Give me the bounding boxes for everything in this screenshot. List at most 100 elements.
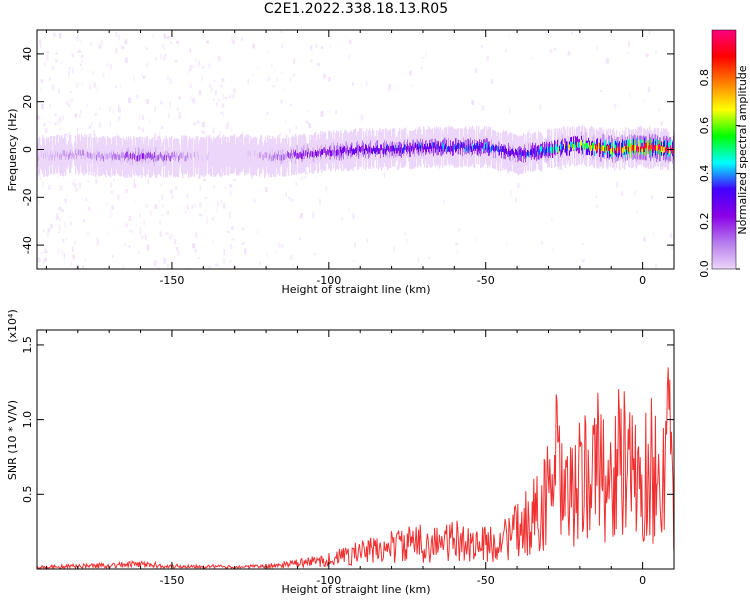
spectrogram-band-cell: [428, 132, 430, 157]
spectrogram-noise-cell: [654, 50, 658, 55]
spectrogram-band-cell: [457, 143, 459, 149]
spectrogram-band-cell: [467, 146, 469, 153]
spectrogram-noise-cell: [174, 239, 177, 245]
spectrogram-band-cell: [370, 147, 372, 153]
spectrogram-band-cell: [129, 153, 131, 160]
spectrogram-band-cell: [542, 149, 544, 155]
spectrogram-noise-cell: [50, 224, 53, 229]
spectrogram-band-cell: [625, 143, 627, 150]
spectrogram-noise-cell: [276, 78, 279, 82]
spectrogram-band-cell: [639, 146, 641, 152]
spectrogram-band-cell: [411, 145, 413, 152]
spectrogram-band-cell: [357, 144, 359, 151]
spectrogram-noise-cell: [118, 116, 121, 121]
spectrogram-band-cell: [358, 149, 360, 155]
spectrogram-noise-cell: [191, 65, 195, 68]
spectrogram-band-cell: [432, 142, 434, 148]
spectrogram-band-cell: [64, 150, 66, 157]
spectrogram-band-cell: [512, 148, 514, 155]
spectrogram-noise-cell: [267, 76, 271, 81]
spectrogram-noise-cell: [635, 210, 638, 214]
snr-y-axis-label: SNR (10 * V/V): [6, 400, 19, 480]
spectrogram-noise-cell: [54, 113, 57, 116]
spectrogram-band-cell: [308, 148, 310, 154]
spectrogram-noise-cell: [61, 250, 63, 255]
spectrogram-band-cell: [543, 147, 545, 153]
spectrogram-band-cell: [113, 151, 115, 158]
spectrogram-noise-cell: [109, 106, 111, 112]
spectrogram-noise-cell: [229, 191, 232, 196]
spectrogram-noise-cell: [328, 110, 331, 113]
spectrogram-band-cell: [154, 152, 156, 158]
spectrogram-noise-cell: [58, 127, 62, 131]
spectrogram-band-cell: [178, 156, 180, 162]
spectrogram-band-cell: [368, 146, 370, 152]
spectrogram-noise-cell: [219, 131, 222, 136]
spectrogram-noise-cell: [160, 183, 162, 187]
spectrogram-band-cell: [122, 152, 124, 159]
spectrogram-noise-cell: [71, 53, 74, 58]
spectrogram-noise-cell: [39, 176, 43, 180]
spectrogram-band-cell: [451, 145, 453, 152]
spectrogram-band-cell: [116, 154, 118, 161]
spectrogram-band-cell: [295, 149, 297, 164]
spectrogram-band-cell: [260, 152, 262, 159]
spectrogram-noise-cell: [306, 109, 309, 113]
spectrogram-band-cell: [331, 142, 333, 158]
snr-y-multiplier: (x10⁴): [6, 309, 19, 343]
spectrogram-y-tick-label: 0: [21, 146, 34, 153]
spectrogram-band-cell: [209, 152, 211, 158]
spectrogram-band-cell: [186, 147, 188, 163]
spectrogram-y-tick-label: 20: [21, 95, 34, 109]
spectrogram-y-tick-label: -40: [21, 236, 34, 254]
spectrogram-band-cell: [615, 144, 617, 151]
spectrogram-band-cell: [121, 152, 123, 158]
spectrogram-noise-cell: [159, 220, 161, 225]
spectrogram-band-cell: [538, 149, 540, 156]
spectrogram-noise-cell: [383, 172, 385, 178]
spectrogram-band-cell: [651, 143, 653, 149]
spectrogram-noise-cell: [295, 181, 298, 186]
spectrogram-noise-cell: [218, 99, 221, 102]
spectrogram-noise-cell: [139, 230, 142, 235]
spectrogram-noise-cell: [216, 207, 218, 213]
colorbar-tick-label: 0.8: [698, 69, 711, 87]
spectrogram-band-cell: [352, 149, 354, 155]
spectrogram-band-cell: [519, 149, 521, 156]
spectrogram-band-cell: [322, 149, 324, 155]
spectrogram-noise-cell: [201, 130, 205, 134]
spectrogram-band-cell: [205, 154, 207, 160]
spectrogram-noise-cell: [265, 117, 267, 122]
spectrogram-band-cell: [266, 151, 268, 166]
spectrogram-noise-cell: [51, 85, 55, 91]
spectrogram-band-cell: [85, 153, 87, 160]
spectrogram-band-cell: [544, 142, 546, 157]
spectrogram-band-cell: [76, 153, 78, 160]
spectrogram-band-cell: [272, 155, 274, 161]
spectrogram-band-cell: [281, 155, 283, 161]
spectrogram-noise-cell: [306, 171, 308, 175]
spectrogram-band-cell: [272, 147, 274, 162]
spectrogram-noise-cell: [567, 50, 571, 56]
spectrogram-noise-cell: [80, 63, 82, 66]
spectrogram-noise-cell: [76, 82, 79, 88]
spectrogram-band-cell: [627, 146, 629, 152]
spectrogram-band-cell: [652, 143, 654, 149]
spectrogram-band-cell: [430, 143, 432, 149]
spectrogram-band-cell: [128, 147, 130, 162]
spectrogram-noise-cell: [215, 263, 219, 267]
spectrogram-band-cell: [269, 153, 271, 160]
spectrogram-band-cell: [518, 152, 520, 159]
spectrogram-band-cell: [66, 151, 68, 158]
spectrogram-noise-cell: [68, 71, 70, 77]
spectrogram-noise-cell: [170, 233, 173, 239]
spectrogram-band-cell: [494, 146, 496, 153]
spectrogram-noise-cell: [166, 210, 169, 215]
spectrogram-band-cell: [163, 156, 165, 162]
spectrogram-band-cell: [614, 140, 616, 155]
spectrogram-band-cell: [367, 148, 369, 154]
spectrogram-band-cell: [150, 152, 152, 159]
spectrogram-noise-cell: [60, 60, 63, 64]
spectrogram-band-cell: [95, 152, 97, 159]
spectrogram-noise-cell: [232, 42, 235, 45]
